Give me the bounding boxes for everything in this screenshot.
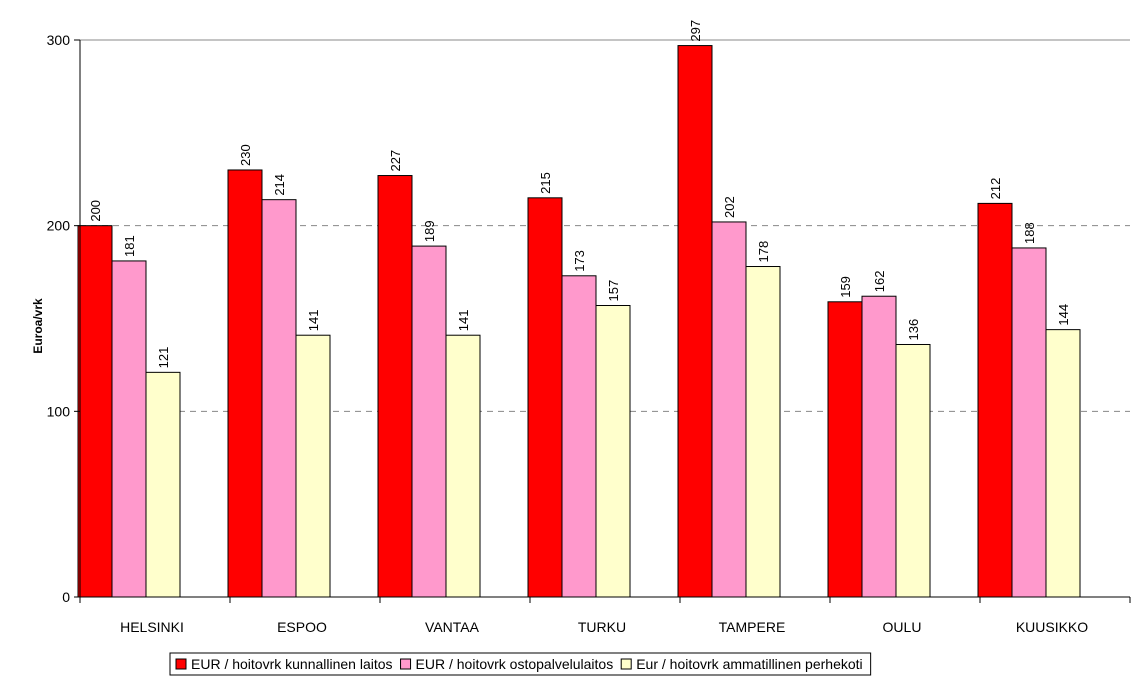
x-tick-label: TURKU bbox=[578, 619, 626, 635]
data-label: 189 bbox=[422, 220, 437, 242]
x-tick-label: VANTAA bbox=[425, 619, 480, 635]
data-label: 136 bbox=[906, 319, 921, 341]
y-tick-label: 200 bbox=[47, 218, 71, 234]
bar bbox=[977, 202, 1013, 598]
data-label: 141 bbox=[306, 310, 321, 332]
data-label: 173 bbox=[572, 250, 587, 272]
bars bbox=[77, 45, 1081, 598]
data-label: 215 bbox=[538, 172, 553, 194]
legend: EUR / hoitovrk kunnallinen laitos EUR / h… bbox=[169, 652, 872, 676]
bar bbox=[1045, 329, 1081, 598]
data-label: 162 bbox=[872, 271, 887, 293]
bar bbox=[595, 305, 631, 598]
x-tick-label: ESPOO bbox=[277, 619, 327, 635]
bar bbox=[827, 301, 863, 598]
legend-entry: EUR / hoitovrk kunnallinen laitos bbox=[191, 656, 393, 672]
data-labels: 200 230 227 215 297 159 212 181 214 189 173 202 162 1… bbox=[88, 20, 1071, 368]
data-label: 157 bbox=[606, 280, 621, 302]
bar bbox=[861, 295, 897, 598]
data-label: 200 bbox=[88, 200, 103, 222]
data-label: 297 bbox=[688, 20, 703, 42]
x-tick-label: KUUSIKKO bbox=[1016, 619, 1088, 635]
bar bbox=[227, 169, 263, 598]
bar bbox=[527, 197, 563, 598]
bar bbox=[261, 199, 297, 598]
data-label: 230 bbox=[238, 144, 253, 166]
bar bbox=[711, 221, 747, 598]
data-label: 141 bbox=[456, 310, 471, 332]
x-tick-label: OULU bbox=[883, 619, 922, 635]
data-label: 212 bbox=[988, 178, 1003, 200]
bar bbox=[111, 260, 147, 598]
legend-swatch bbox=[400, 658, 412, 670]
legend-swatch bbox=[620, 658, 632, 670]
bar bbox=[677, 45, 713, 598]
bar bbox=[895, 343, 931, 598]
y-axis-title: Euroa/vrk bbox=[31, 298, 45, 354]
bar bbox=[377, 175, 413, 598]
axes: 0 100 200 300 HELSINKI ESPOO VANTAA TURKU TAMPER… bbox=[47, 32, 1131, 635]
data-label: 227 bbox=[388, 150, 403, 172]
y-tick-label: 100 bbox=[47, 403, 71, 419]
data-label: 159 bbox=[838, 276, 853, 298]
legend-swatch bbox=[175, 658, 187, 670]
data-label: 144 bbox=[1056, 304, 1071, 326]
data-label: 178 bbox=[756, 241, 771, 263]
bar bbox=[295, 334, 331, 598]
data-label: 121 bbox=[156, 347, 171, 369]
data-label: 202 bbox=[722, 196, 737, 218]
data-label: 188 bbox=[1022, 222, 1037, 244]
x-tick-label: HELSINKI bbox=[120, 619, 184, 635]
bar bbox=[1011, 247, 1047, 598]
data-label: 181 bbox=[122, 235, 137, 257]
bar bbox=[561, 275, 597, 598]
bar bbox=[411, 245, 447, 598]
bar bbox=[145, 371, 181, 598]
legend-box bbox=[169, 652, 872, 676]
data-label: 214 bbox=[272, 174, 287, 196]
legend-entry: EUR / hoitovrk ostopalvelulaitos bbox=[416, 656, 614, 672]
bar bbox=[77, 225, 113, 598]
legend-entry: Eur / hoitovrk ammatillinen perhekoti bbox=[636, 656, 862, 672]
y-tick-label: 0 bbox=[62, 589, 70, 605]
x-tick-label: TAMPERE bbox=[719, 619, 786, 635]
y-tick-label: 300 bbox=[47, 32, 71, 48]
bar bbox=[745, 266, 781, 598]
gridlines bbox=[80, 39, 1130, 412]
bar bbox=[445, 334, 481, 598]
